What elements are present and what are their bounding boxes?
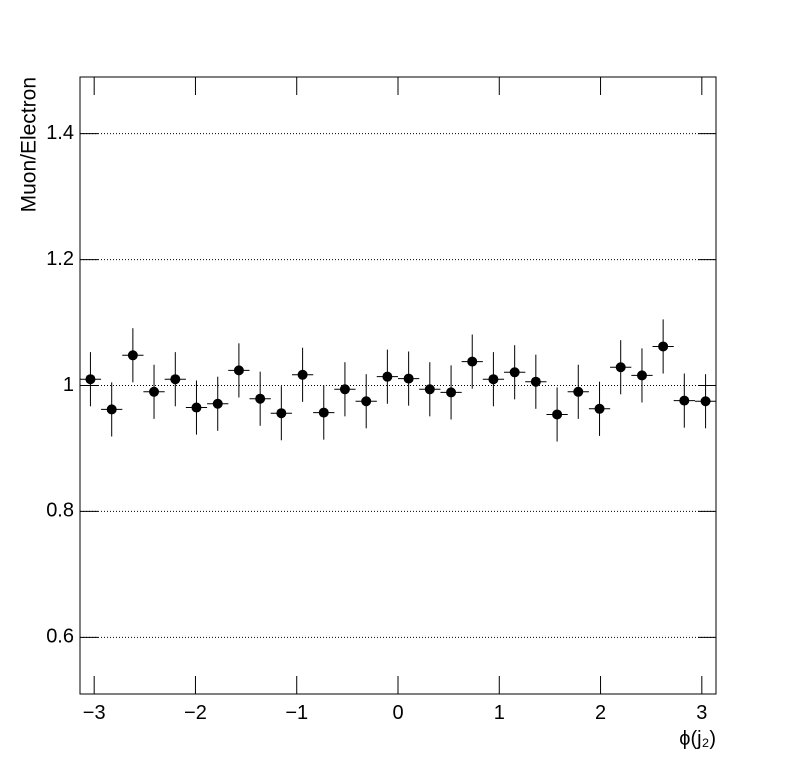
data-point xyxy=(382,371,393,382)
data-point xyxy=(446,387,457,398)
data-point xyxy=(424,384,435,395)
data-point xyxy=(361,396,372,407)
data-point xyxy=(636,370,647,381)
data-point xyxy=(276,408,287,419)
data-point xyxy=(700,396,711,407)
data-point xyxy=(467,356,478,367)
data-point xyxy=(106,404,117,415)
x-tick-label: 0 xyxy=(392,702,403,724)
data-point xyxy=(191,402,202,413)
y-axis-label: Muon/Electron xyxy=(18,77,41,212)
data-point xyxy=(170,374,181,385)
data-point xyxy=(212,398,223,409)
y-tick-label: 0.6 xyxy=(46,626,74,648)
data-point xyxy=(615,362,626,373)
data-point xyxy=(297,369,308,380)
y-tick-label: 1.4 xyxy=(46,122,74,144)
y-tick-label: 1.2 xyxy=(46,248,74,270)
data-point xyxy=(149,386,160,397)
data-point xyxy=(679,395,690,406)
data-point xyxy=(488,374,499,385)
data-point xyxy=(255,393,266,404)
data-point xyxy=(530,376,541,387)
data-point xyxy=(403,373,414,384)
data-point xyxy=(85,374,96,385)
x-tick-label: −3 xyxy=(83,702,106,724)
data-point xyxy=(233,365,244,376)
y-tick-label: 1 xyxy=(63,374,74,396)
data-point xyxy=(552,409,563,420)
data-point xyxy=(573,386,584,397)
y-tick-label: 0.8 xyxy=(46,500,74,522)
data-point xyxy=(594,403,605,414)
data-point xyxy=(509,367,520,378)
x-tick-label: 2 xyxy=(595,702,606,724)
x-tick-label: −1 xyxy=(285,702,308,724)
x-axis-label: ϕ(j₂) xyxy=(679,728,716,750)
x-tick-label: −2 xyxy=(184,702,207,724)
data-point xyxy=(658,341,669,352)
x-tick-label: 1 xyxy=(494,702,505,724)
data-point xyxy=(339,384,350,395)
x-tick-label: 3 xyxy=(696,702,707,724)
data-point xyxy=(318,407,329,418)
data-point xyxy=(127,350,138,361)
